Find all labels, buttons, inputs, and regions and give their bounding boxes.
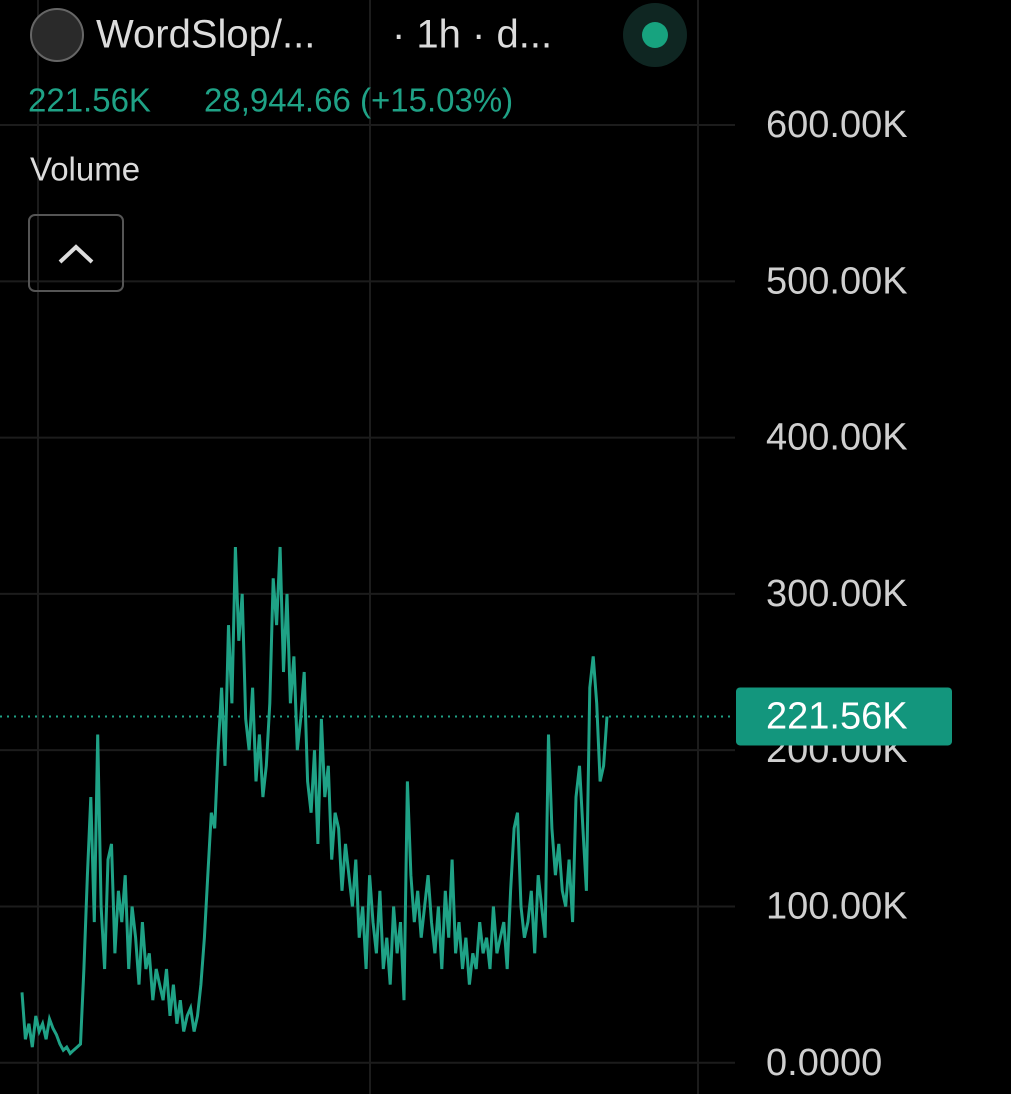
collapse-button[interactable] (28, 214, 124, 292)
button-frame[interactable] (28, 214, 124, 292)
interval: · 1h · d... (392, 13, 552, 57)
legend-value: 221.56K (28, 82, 151, 119)
y-tick-label: 400.00K (766, 417, 908, 459)
y-tick-label: 0.0000 (766, 1042, 882, 1084)
y-tick-label: 500.00K (766, 260, 908, 302)
y-tick-label: 300.00K (766, 573, 908, 615)
indicator: Volume (30, 151, 140, 188)
symbol: WordSlop/... (96, 13, 315, 57)
last-value-label: 221.56K (766, 696, 908, 738)
last-value-box (736, 687, 952, 746)
price-line (20, 546, 609, 1056)
change: 28,944.66 (+15.03%) (204, 82, 513, 119)
token-logo (30, 8, 84, 62)
chevron-up[interactable] (58, 244, 94, 264)
status-dot (642, 22, 668, 48)
y-tick-label: 600.00K (766, 104, 908, 146)
y-tick-label: 100.00K (766, 885, 908, 927)
plot (0, 124, 735, 1064)
